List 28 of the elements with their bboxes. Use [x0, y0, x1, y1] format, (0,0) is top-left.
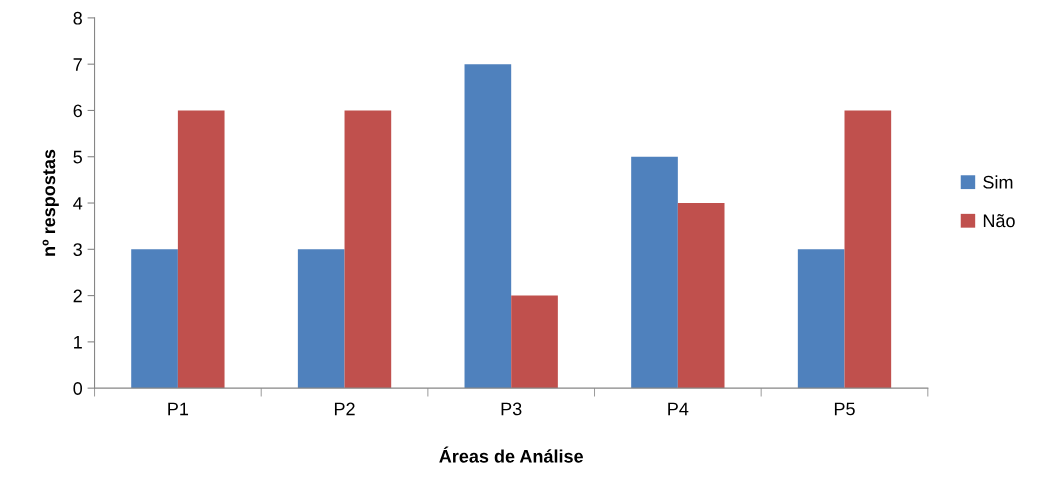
bar — [131, 249, 178, 389]
x-tick-label: P2 — [334, 402, 355, 416]
bar — [344, 110, 392, 389]
y-axis-title: nº respostas — [42, 149, 59, 256]
x-tick-label: P4 — [668, 402, 689, 416]
y-tick-label: 1 — [74, 335, 82, 349]
bar — [177, 110, 225, 389]
y-tick-label: 8 — [73, 11, 82, 25]
y-tick-label: 3 — [73, 243, 82, 257]
legend-label: Sim — [983, 175, 1013, 189]
x-tick-label: P5 — [834, 402, 855, 416]
x-axis-title: Áreas de Análise — [439, 446, 583, 463]
y-tick-label: 6 — [73, 104, 82, 118]
y-tick-label: 2 — [73, 289, 82, 303]
y-tick-label: 5 — [73, 150, 82, 164]
y-tick-label: 7 — [73, 58, 82, 71]
bar — [464, 64, 512, 389]
bar — [844, 110, 892, 389]
y-tick-label: 4 — [73, 197, 83, 210]
bar — [511, 295, 558, 389]
legend-label: Não — [983, 214, 1015, 228]
x-tick-label: P1 — [168, 402, 189, 416]
bar — [631, 156, 678, 389]
x-tick-label: P3 — [501, 402, 522, 416]
y-tick-label: 0 — [73, 382, 83, 395]
bar — [297, 249, 345, 389]
bar — [677, 203, 725, 389]
bar — [797, 249, 845, 389]
